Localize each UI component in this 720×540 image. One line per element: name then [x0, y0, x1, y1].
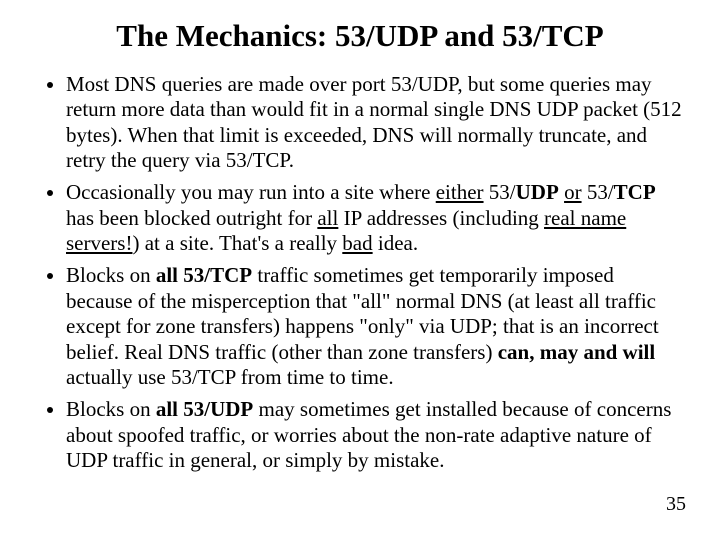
- text-run: Blocks on: [66, 397, 156, 421]
- text-run: Occasionally you may run into a site whe…: [66, 180, 436, 204]
- list-item: Blocks on all 53/UDP may sometimes get i…: [66, 397, 684, 474]
- text-run: 53/: [582, 180, 614, 204]
- text-run: all: [317, 206, 338, 230]
- text-run: UDP: [516, 180, 559, 204]
- text-run: IP addresses (including: [338, 206, 544, 230]
- text-run: all 53/TCP: [156, 263, 252, 287]
- bullet-list: Most DNS queries are made over port 53/U…: [36, 72, 684, 474]
- list-item: Occasionally you may run into a site whe…: [66, 180, 684, 257]
- text-run: actually use 53/TCP from time to time.: [66, 365, 394, 389]
- page-number: 35: [666, 493, 686, 516]
- slide: The Mechanics: 53/UDP and 53/TCP Most DN…: [0, 0, 720, 540]
- text-run: Blocks on: [66, 263, 156, 287]
- text-run: either: [436, 180, 484, 204]
- text-run: has been blocked outright for: [66, 206, 317, 230]
- text-run: Most DNS queries are made over port 53/U…: [66, 72, 682, 173]
- text-run: bad: [342, 231, 372, 255]
- text-run: TCP: [614, 180, 656, 204]
- text-run: can, may and will: [498, 340, 656, 364]
- slide-title: The Mechanics: 53/UDP and 53/TCP: [36, 18, 684, 54]
- text-run: idea.: [373, 231, 418, 255]
- text-run: or: [564, 180, 582, 204]
- text-run: 53/: [484, 180, 516, 204]
- list-item: Most DNS queries are made over port 53/U…: [66, 72, 684, 174]
- text-run: ) at a site. That's a really: [132, 231, 342, 255]
- list-item: Blocks on all 53/TCP traffic sometimes g…: [66, 263, 684, 391]
- text-run: all 53/UDP: [156, 397, 253, 421]
